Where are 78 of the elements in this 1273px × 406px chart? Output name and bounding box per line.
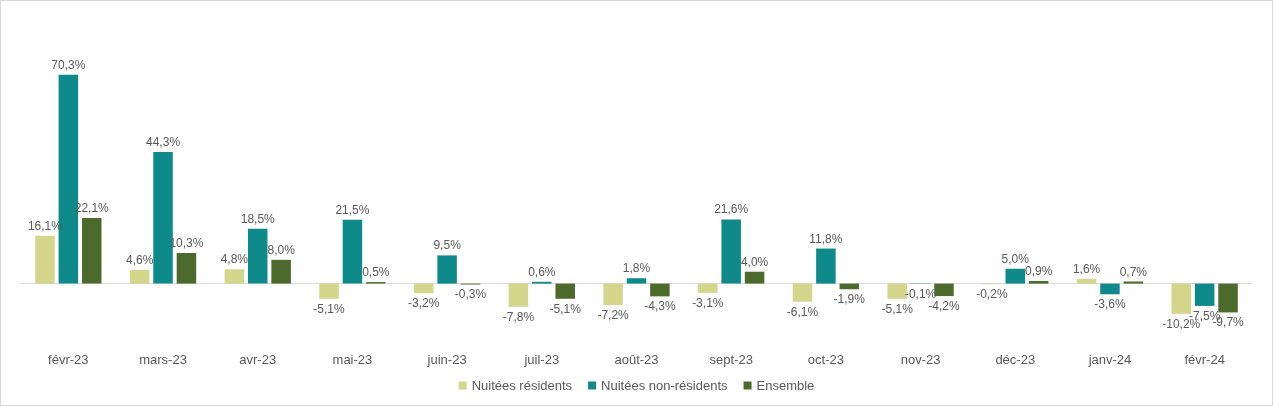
bar bbox=[1123, 281, 1144, 284]
bar bbox=[1005, 268, 1026, 284]
bar bbox=[1076, 278, 1097, 284]
bar bbox=[342, 219, 363, 284]
x-tick-label: août-23 bbox=[614, 352, 659, 367]
data-label: 4,8% bbox=[220, 252, 249, 267]
x-tick-label: mars-23 bbox=[139, 352, 187, 367]
x-tick-label: juin-23 bbox=[426, 352, 467, 367]
data-label: 0,6% bbox=[528, 264, 556, 279]
x-tick-label: nov-23 bbox=[900, 352, 941, 367]
data-label: -3,1% bbox=[692, 295, 724, 310]
data-label: -0,3% bbox=[454, 287, 487, 302]
x-tick-label: févr-23 bbox=[48, 352, 89, 367]
bar bbox=[792, 283, 813, 302]
bar bbox=[721, 219, 741, 284]
bar bbox=[1028, 280, 1049, 284]
data-label: 21,5% bbox=[335, 202, 370, 217]
bar bbox=[319, 283, 339, 299]
bar bbox=[744, 271, 765, 284]
bar bbox=[650, 283, 670, 297]
bar bbox=[626, 278, 647, 284]
data-label: -3,2% bbox=[408, 296, 440, 311]
data-label: -4,2% bbox=[928, 299, 960, 314]
x-tick-label: févr-24 bbox=[1184, 352, 1225, 367]
legend-label: Ensemble bbox=[756, 378, 815, 393]
bar bbox=[176, 253, 197, 284]
data-label: 9,5% bbox=[433, 238, 462, 253]
bar bbox=[224, 269, 245, 284]
data-label: 4,6% bbox=[125, 252, 154, 267]
bar bbox=[413, 283, 434, 294]
x-tick-label: mai-23 bbox=[332, 352, 373, 367]
data-label: 0,7% bbox=[1119, 264, 1148, 279]
bar bbox=[1218, 283, 1238, 313]
legend-label: Nuitées résidents bbox=[471, 378, 573, 393]
data-label: -6,1% bbox=[786, 304, 819, 319]
data-label: -5,1% bbox=[881, 301, 914, 316]
bar bbox=[508, 283, 529, 307]
bar bbox=[437, 255, 457, 284]
data-label: 0,5% bbox=[362, 265, 390, 280]
data-label: -0,2% bbox=[976, 287, 1008, 302]
bar bbox=[934, 283, 954, 297]
data-label: 5,0% bbox=[1001, 251, 1030, 266]
x-tick-label: juil-23 bbox=[523, 352, 560, 367]
x-tick-label: sept-23 bbox=[709, 352, 753, 367]
bar bbox=[816, 248, 836, 284]
data-label: -4,3% bbox=[644, 299, 676, 314]
data-label: 11,8% bbox=[809, 231, 843, 246]
bar bbox=[1100, 283, 1120, 295]
data-label: 8,0% bbox=[267, 242, 296, 257]
data-label: 4,0% bbox=[740, 254, 769, 269]
legend-label: Nuitées non-résidents bbox=[601, 378, 729, 393]
data-label: 21,6% bbox=[714, 202, 749, 217]
data-label: 18,5% bbox=[240, 211, 276, 226]
x-tick-label: oct-23 bbox=[807, 352, 844, 367]
x-tick-label: déc-23 bbox=[995, 352, 1036, 367]
data-label: -7,2% bbox=[597, 307, 630, 322]
data-label: -1,9% bbox=[833, 292, 866, 307]
data-label: 1,6% bbox=[1072, 261, 1101, 276]
data-label: -5,1% bbox=[313, 301, 346, 316]
data-label: 44,3% bbox=[146, 135, 181, 150]
data-label: 1,8% bbox=[622, 261, 651, 276]
bar bbox=[247, 228, 268, 284]
bar bbox=[1194, 283, 1215, 306]
data-label: -3,6% bbox=[1094, 297, 1126, 312]
data-label: 70,3% bbox=[51, 57, 86, 72]
bar bbox=[698, 283, 718, 293]
bar bbox=[81, 217, 102, 284]
x-tick-label: avr-23 bbox=[239, 352, 277, 367]
bar bbox=[271, 259, 291, 284]
data-label: 0,9% bbox=[1024, 263, 1053, 278]
data-label: -5,1% bbox=[549, 301, 582, 316]
bar bbox=[35, 235, 55, 284]
bar bbox=[555, 283, 575, 299]
bar bbox=[887, 283, 907, 299]
data-label: -7,8% bbox=[502, 309, 535, 324]
x-tick-label: janv-24 bbox=[1087, 352, 1132, 367]
bar bbox=[129, 269, 150, 284]
bar bbox=[603, 283, 623, 305]
